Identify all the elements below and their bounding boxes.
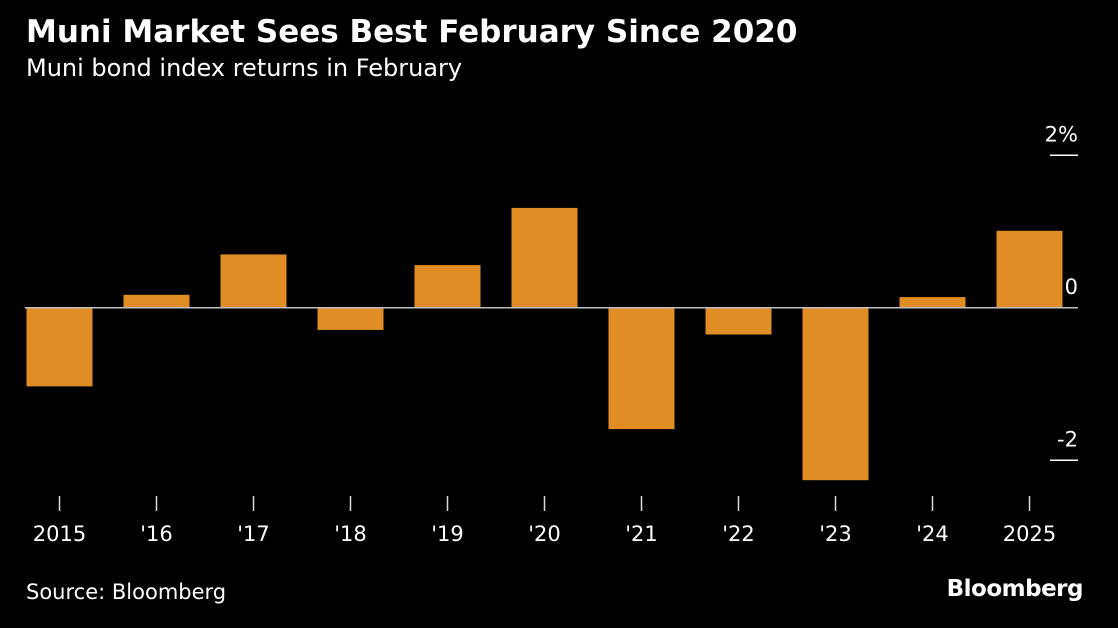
bar-17: [220, 254, 287, 308]
bars-group: [26, 207, 1063, 481]
chart-subtitle: Muni bond index returns in February: [26, 54, 463, 82]
y-axis: 2% 0 -2: [1045, 122, 1078, 462]
bar-23: [802, 307, 869, 481]
bar-18: [317, 307, 384, 330]
source-note: Source: Bloomberg: [26, 580, 227, 604]
bloomberg-logo: Bloomberg: [946, 576, 1084, 602]
x-tick-label: '19: [431, 522, 464, 546]
bar-21: [608, 307, 675, 430]
bar-24: [899, 297, 966, 308]
bar-16: [123, 294, 190, 308]
y-tick-label: -2: [1057, 427, 1078, 451]
x-tick-label: '22: [722, 522, 755, 546]
x-tick-label: '17: [237, 522, 270, 546]
bar-22: [705, 307, 772, 335]
bar-20: [511, 207, 578, 308]
x-tick-label: '16: [140, 522, 173, 546]
x-tick-label: '18: [334, 522, 367, 546]
bar-19: [414, 265, 481, 308]
bar-2015: [26, 307, 93, 387]
bar-2025: [996, 230, 1063, 308]
x-tick-label: 2015: [33, 522, 86, 546]
y-tick-label: 0: [1065, 275, 1078, 299]
x-axis: 2015 '16 '17 '18 '19 '20 '21 '22 '23 '24 2025: [33, 496, 1056, 546]
y-tick-label: 2%: [1045, 122, 1078, 146]
x-tick-label: '20: [528, 522, 561, 546]
x-tick-label: '23: [819, 522, 852, 546]
chart-title: Muni Market Sees Best February Since 202…: [26, 14, 798, 50]
x-tick-label: '21: [625, 522, 658, 546]
x-tick-label: 2025: [1003, 522, 1056, 546]
x-tick-label: '24: [916, 522, 949, 546]
